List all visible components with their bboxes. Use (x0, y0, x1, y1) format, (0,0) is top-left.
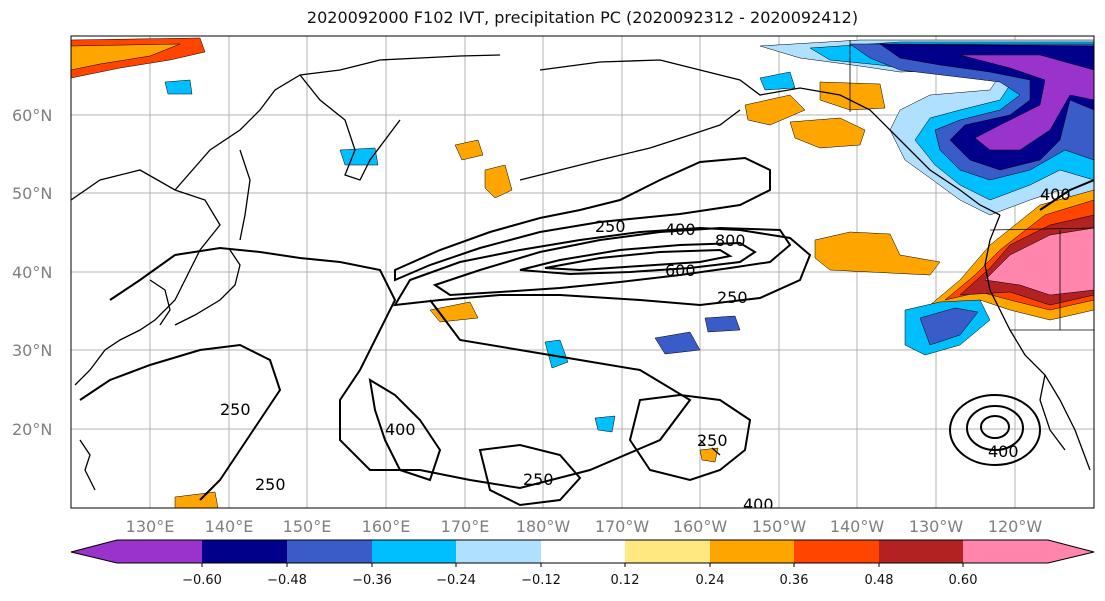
contour-250-west (109, 246, 692, 490)
contour-250-outer (393, 226, 812, 307)
contour-400-jet (432, 226, 792, 297)
colorbar-extend-min (71, 540, 202, 563)
contour-label: 250 (717, 288, 748, 307)
coastlines (71, 54, 1091, 491)
colorbar-extend-max (963, 540, 1094, 563)
colorbar-tick-label: −0.12 (521, 573, 561, 588)
contour-400-coast (1039, 179, 1094, 211)
colorbar-ticks (201, 563, 964, 567)
lon-label: 140°E (205, 517, 254, 536)
colorbar-segments (71, 540, 1094, 563)
lat-label: 40°N (12, 263, 52, 282)
contour-label: 400 (385, 420, 416, 439)
contour-label: 400 (665, 220, 696, 239)
lat-label: 60°N (12, 106, 52, 125)
contour-250-east (949, 394, 1041, 466)
contour-250-sub2 (478, 443, 582, 507)
colorbar-segment (794, 540, 879, 563)
lon-label: 150°E (283, 517, 332, 536)
lon-label: 130°E (126, 517, 175, 536)
colorbar-tick-label: −0.60 (182, 573, 222, 588)
colorbar-segment (710, 540, 794, 563)
contour-600 (519, 241, 757, 276)
longitude-labels: 130°E 140°E 150°E 160°E 170°E 180°W 170°… (126, 517, 1043, 536)
contour-label: 250 (523, 470, 554, 489)
colorbar-tick-label: −0.48 (267, 573, 307, 588)
lon-label: 120°W (988, 517, 1043, 536)
colorbar-segment (625, 540, 710, 563)
colorbar-segment (541, 540, 625, 563)
lat-label: 50°N (12, 184, 52, 203)
contour-250-jet (394, 156, 771, 282)
lon-label: 160°E (362, 517, 411, 536)
colorbar-tick-label: 0.60 (949, 573, 978, 588)
colorbar-tick-label: 0.12 (611, 573, 640, 588)
contour-250-sw (79, 343, 282, 501)
lon-label: 170°E (441, 517, 490, 536)
colorbar-tick-labels: −0.60 −0.48 −0.36 −0.24 −0.12 0.12 0.24 … (182, 573, 977, 588)
colorbar-tick-label: −0.24 (436, 573, 476, 588)
colorbar-segment (456, 540, 541, 563)
lon-label: 130°W (909, 517, 964, 536)
lon-label: 180°W (516, 517, 571, 536)
contour-400-east (966, 405, 1024, 451)
contour-400-mid (368, 378, 442, 482)
colorbar-tick-label: 0.36 (780, 573, 809, 588)
colorbar-outline (70, 539, 1095, 564)
colorbar-tick-label: 0.48 (865, 573, 894, 588)
contour-label: 600 (665, 261, 696, 280)
lat-label: 20°N (12, 420, 52, 439)
colorbar-segment (202, 540, 287, 563)
lat-label: 30°N (12, 341, 52, 360)
colorbar-segment (879, 540, 963, 563)
contour-800 (544, 248, 733, 272)
contour-label: 400 (743, 495, 774, 514)
colorbar-segment (287, 540, 372, 563)
contour-250-sub (628, 393, 752, 482)
contour-label: 250 (220, 400, 251, 419)
colorbar-tick-label: 0.24 (696, 573, 725, 588)
lon-label: 160°W (673, 517, 728, 536)
lon-label: 170°W (595, 517, 650, 536)
map-frame (70, 35, 1095, 509)
lon-label: 150°W (752, 517, 807, 536)
contour-label: 250 (595, 217, 626, 236)
boundaries (849, 40, 1094, 331)
contour-label: 400 (988, 442, 1019, 461)
contour-labels: 250 400 800 600 250 250 400 250 250 400 … (220, 185, 1071, 514)
colorbar: −0.60 −0.48 −0.36 −0.24 −0.12 0.12 0.24 … (70, 539, 1095, 588)
map-title: 2020092000 F102 IVT, precipitation PC (2… (306, 8, 859, 27)
contour-label: 400 (1040, 185, 1071, 204)
contour-label: 800 (715, 231, 746, 250)
contour-label: 250 (255, 475, 286, 494)
contour-label: 250 (697, 431, 728, 450)
contour-600-east (980, 415, 1010, 439)
latitude-labels: 60°N 50°N 40°N 30°N 20°N (12, 106, 52, 439)
colorbar-segment (372, 540, 456, 563)
lon-label: 140°W (830, 517, 885, 536)
precip-shading (71, 37, 1094, 508)
map-panel: 250 400 800 600 250 250 400 250 250 400 … (12, 35, 1095, 536)
ivt-contours (79, 156, 1094, 507)
colorbar-tick-label: −0.36 (352, 573, 392, 588)
